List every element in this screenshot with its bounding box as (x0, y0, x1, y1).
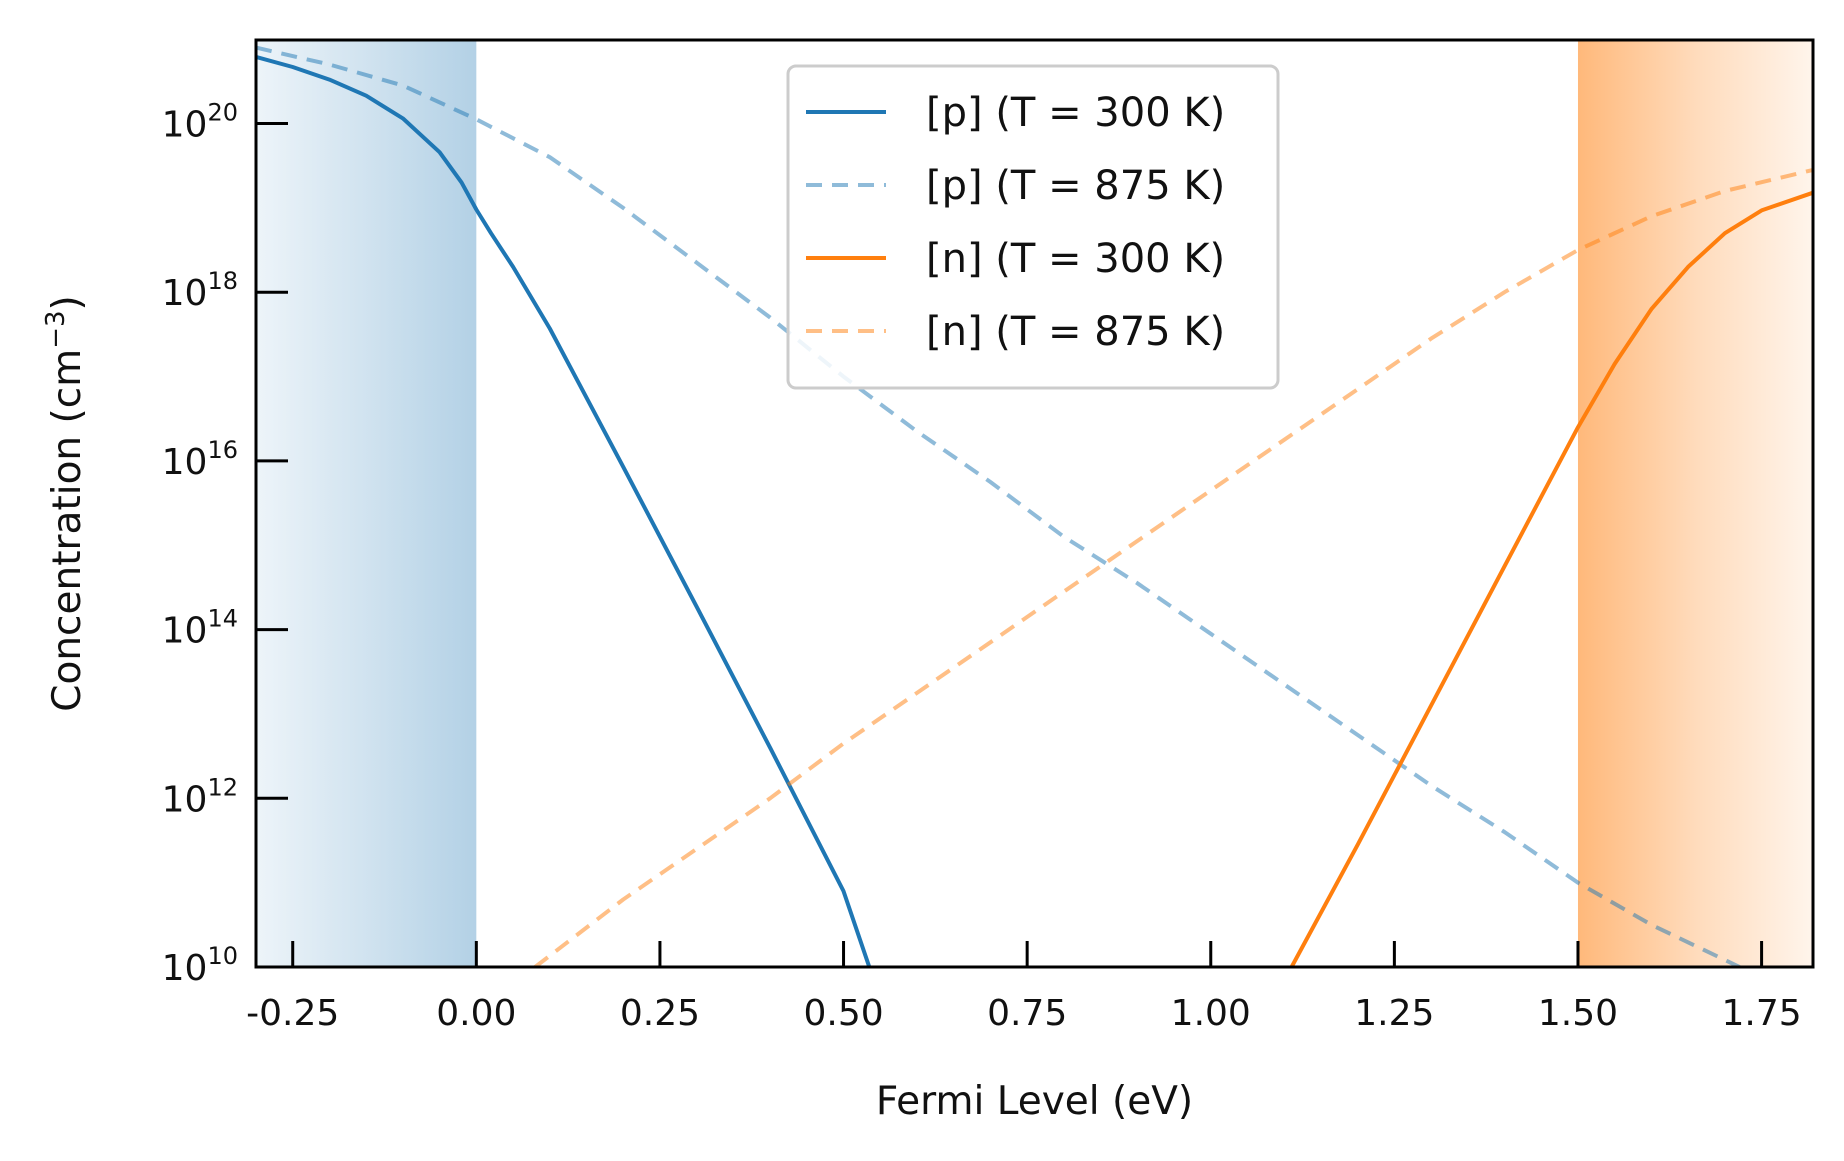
legend-box (786, 64, 1280, 390)
x-axis-label: Fermi Level (eV) (876, 1079, 1193, 1124)
legend-label: [p] (T = 300 K) (926, 90, 1225, 136)
band-valence (256, 40, 477, 967)
x-tick-label: 1.25 (1354, 993, 1434, 1034)
legend-label: [n] (T = 300 K) (926, 236, 1225, 282)
legend: [p] (T = 300 K) [p] (T = 875 K) [n] (T = 3… (786, 64, 1280, 390)
legend-label: [n] (T = 875 K) (926, 309, 1225, 355)
y-tick-label: 1018 (162, 267, 238, 314)
x-tick-label: 1.00 (1171, 993, 1251, 1034)
series-line-n-t-300-k (1289, 190, 1813, 967)
x-tick-label: -0.25 (246, 993, 339, 1034)
x-tick-label: 1.75 (1722, 993, 1802, 1034)
y-tick-label: 1014 (162, 605, 238, 652)
series-line-p-t-300-k (256, 54, 872, 967)
y-tick-label: 1012 (162, 773, 238, 820)
plot-frame (254, 38, 1815, 969)
y-tick-label: 1016 (162, 436, 238, 483)
band-conduction (1577, 40, 1813, 967)
y-tick-label: 1010 (162, 942, 238, 989)
x-tick-label: 0.75 (987, 993, 1067, 1034)
series-line-p-t-875-k (256, 45, 1741, 967)
y-axis-label: Concentration (cm−3) (41, 295, 90, 712)
band-shading (256, 40, 1813, 967)
axis-ticks: -0.25 0.00 0.25 0.50 0.75 1.00 1.25 1.50 1.75 101… (162, 99, 1802, 1034)
series-lines (256, 45, 1813, 967)
x-tick-label: 0.00 (436, 993, 516, 1034)
x-tick-label: 1.50 (1538, 993, 1618, 1034)
x-tick-label: 0.50 (803, 993, 883, 1034)
series-line-n-t-875-k (533, 167, 1813, 967)
y-tick-label: 1020 (162, 99, 238, 146)
legend-label: [p] (T = 875 K) (926, 163, 1225, 209)
x-tick-label: 0.25 (620, 993, 700, 1034)
